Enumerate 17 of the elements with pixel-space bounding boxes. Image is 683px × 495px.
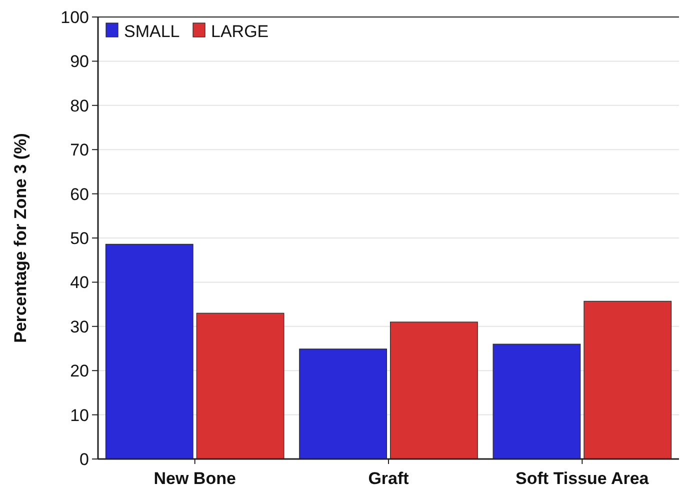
x-tick-label: Soft Tissue Area xyxy=(516,469,650,488)
y-tick-label: 100 xyxy=(60,8,89,27)
y-axis-title: Percentage for Zone 3 (%) xyxy=(11,133,30,343)
x-tick-label: Graft xyxy=(368,469,410,488)
y-tick-label: 70 xyxy=(70,140,89,160)
legend-label: LARGE xyxy=(211,22,269,41)
y-tick-label: 40 xyxy=(70,273,89,292)
y-tick-label: 60 xyxy=(70,184,89,204)
legend-label: SMALL xyxy=(124,22,180,41)
y-tick-label: 10 xyxy=(70,406,89,425)
y-tick-label: 90 xyxy=(70,52,89,72)
x-tick-label: New Bone xyxy=(154,469,236,488)
y-tick-label: 0 xyxy=(80,450,89,469)
y-tick-label: 50 xyxy=(70,228,89,248)
y-tick-label: 80 xyxy=(70,96,89,116)
y-tick-label: 30 xyxy=(70,317,89,336)
y-tick-label: 20 xyxy=(70,362,89,381)
